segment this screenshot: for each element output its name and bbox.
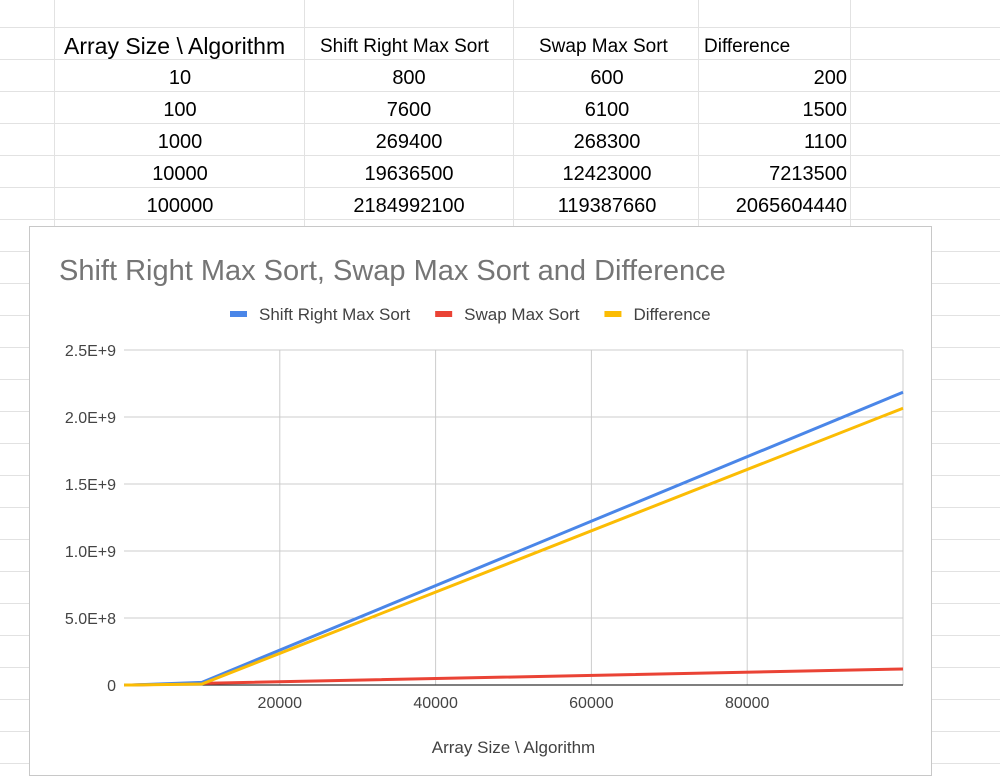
header-difference[interactable]: Difference [704, 36, 791, 57]
chart-title: Shift Right Max Sort, Swap Max Sort and … [59, 255, 726, 287]
table-cell[interactable]: 7213500 [769, 163, 847, 185]
legend-swatch [230, 311, 247, 317]
table-cell[interactable]: 10000 [152, 163, 208, 185]
y-tick-label: 2.5E+9 [65, 343, 116, 360]
header-swap-max[interactable]: Swap Max Sort [539, 36, 668, 57]
series-line[interactable] [123, 406, 904, 687]
table-cell[interactable]: 2065604440 [735, 195, 847, 217]
chart[interactable]: Shift Right Max Sort, Swap Max Sort and … [29, 226, 932, 776]
y-tick-label: 1.5E+9 [65, 477, 116, 494]
table-cell[interactable]: 19636500 [364, 163, 454, 185]
table-cell[interactable]: 1000 [157, 131, 203, 153]
y-tick-label: 1.0E+9 [65, 544, 116, 561]
table-cell[interactable]: 200 [813, 67, 847, 89]
table-cell[interactable]: 269400 [375, 131, 443, 153]
table-cell[interactable]: 6100 [584, 99, 630, 121]
y-tick-label: 5.0E+8 [65, 611, 116, 628]
x-tick-label: 80000 [725, 695, 770, 712]
y-tick-label: 2.0E+9 [65, 410, 116, 427]
table-cell[interactable]: 800 [392, 67, 426, 89]
table-cell[interactable]: 7600 [386, 99, 432, 121]
table-cell[interactable]: 268300 [573, 131, 641, 153]
table-cell[interactable]: 119387660 [557, 195, 657, 217]
header-shift-right[interactable]: Shift Right Max Sort [320, 36, 489, 57]
x-tick-label: 60000 [569, 695, 614, 712]
legend-label[interactable]: Difference [633, 305, 710, 324]
table-cell[interactable]: 10 [168, 67, 192, 89]
table-cell[interactable]: 1500 [802, 99, 848, 121]
header-array-size[interactable]: Array Size \ Algorithm [64, 33, 286, 59]
y-tick-label: 0 [107, 678, 116, 695]
legend-label[interactable]: Swap Max Sort [464, 305, 580, 324]
legend-swatch [435, 311, 453, 317]
legend-label[interactable]: Shift Right Max Sort [259, 305, 410, 324]
x-tick-label: 40000 [413, 695, 458, 712]
series-line[interactable] [123, 390, 904, 687]
x-tick-label: 20000 [258, 695, 303, 712]
table-cell[interactable]: 600 [590, 67, 624, 89]
table-cell[interactable]: 100 [163, 99, 197, 121]
legend-swatch [604, 311, 622, 317]
chart-svg: Shift Right Max Sort, Swap Max Sort and … [59, 255, 904, 757]
series-line[interactable] [123, 667, 904, 687]
table-cell[interactable]: 1100 [803, 131, 847, 153]
table-cell[interactable]: 12423000 [562, 163, 652, 185]
table-cell[interactable]: 100000 [146, 195, 214, 217]
table-cell[interactable]: 2184992100 [353, 195, 465, 217]
x-axis-title: Array Size \ Algorithm [432, 738, 595, 757]
